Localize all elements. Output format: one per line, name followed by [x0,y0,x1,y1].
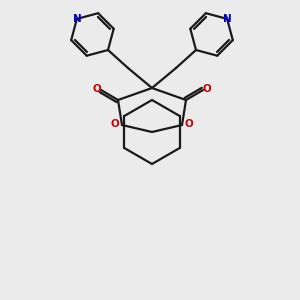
Text: O: O [93,84,101,94]
Text: N: N [73,14,81,24]
Text: O: O [202,84,211,94]
Text: O: O [111,119,119,129]
Text: N: N [223,14,232,24]
Text: O: O [184,119,194,129]
